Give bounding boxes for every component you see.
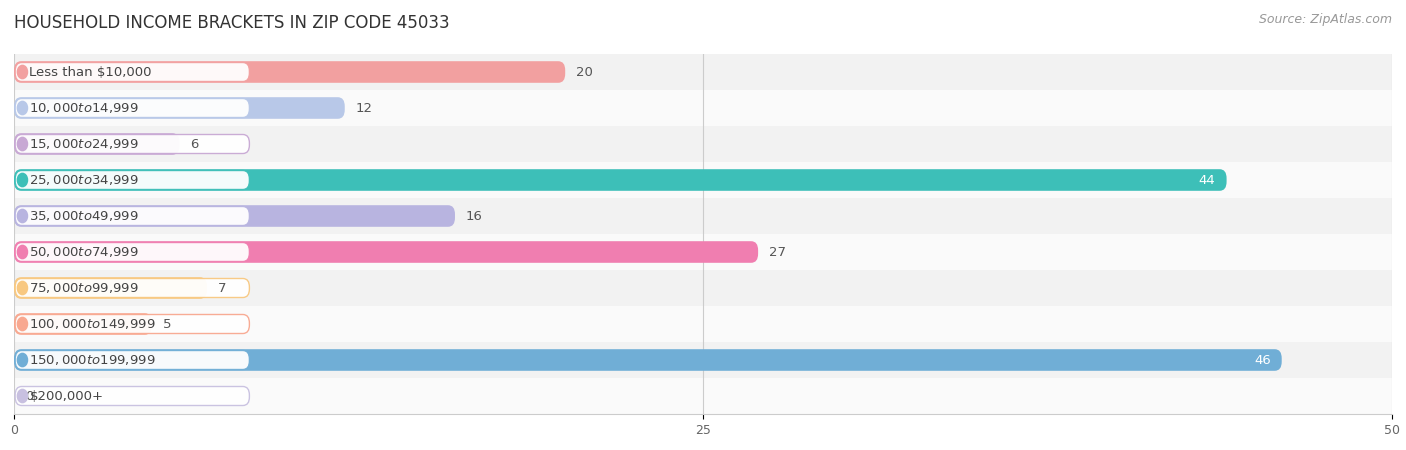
Text: 0: 0 [25,390,34,402]
FancyBboxPatch shape [14,97,344,119]
FancyBboxPatch shape [15,315,249,333]
Text: $200,000+: $200,000+ [30,390,104,402]
FancyBboxPatch shape [15,63,249,81]
Circle shape [17,173,28,187]
Text: 20: 20 [576,66,593,78]
Text: $25,000 to $34,999: $25,000 to $34,999 [30,173,139,187]
Text: HOUSEHOLD INCOME BRACKETS IN ZIP CODE 45033: HOUSEHOLD INCOME BRACKETS IN ZIP CODE 45… [14,14,450,32]
Bar [14,162,1392,198]
Bar [14,234,1392,270]
Text: 7: 7 [218,282,226,294]
Bar [14,378,1392,414]
FancyBboxPatch shape [14,169,1226,191]
FancyBboxPatch shape [14,313,152,335]
Circle shape [17,245,28,259]
Text: Less than $10,000: Less than $10,000 [30,66,152,78]
FancyBboxPatch shape [14,241,758,263]
FancyBboxPatch shape [14,205,456,227]
Text: $35,000 to $49,999: $35,000 to $49,999 [30,209,139,223]
FancyBboxPatch shape [14,61,565,83]
Bar [14,126,1392,162]
Bar [14,198,1392,234]
Text: $150,000 to $199,999: $150,000 to $199,999 [30,353,156,367]
Text: 27: 27 [769,246,786,258]
FancyBboxPatch shape [14,133,180,155]
FancyBboxPatch shape [15,99,249,117]
Bar [14,54,1392,90]
Circle shape [17,389,28,403]
Text: $100,000 to $149,999: $100,000 to $149,999 [30,317,156,331]
Text: $75,000 to $99,999: $75,000 to $99,999 [30,281,139,295]
FancyBboxPatch shape [15,279,249,297]
FancyBboxPatch shape [15,171,249,189]
FancyBboxPatch shape [15,387,249,405]
Circle shape [17,137,28,151]
Bar [14,342,1392,378]
FancyBboxPatch shape [15,135,249,153]
Text: Source: ZipAtlas.com: Source: ZipAtlas.com [1258,14,1392,27]
Text: 46: 46 [1254,354,1271,366]
Bar [14,270,1392,306]
FancyBboxPatch shape [15,207,249,225]
Bar [14,306,1392,342]
Circle shape [17,101,28,115]
Text: 12: 12 [356,102,373,114]
Circle shape [17,281,28,295]
Circle shape [17,317,28,331]
Text: 44: 44 [1199,174,1216,186]
FancyBboxPatch shape [15,243,249,261]
Text: 16: 16 [465,210,482,222]
Circle shape [17,65,28,79]
Text: 5: 5 [163,318,172,330]
Text: $50,000 to $74,999: $50,000 to $74,999 [30,245,139,259]
FancyBboxPatch shape [14,277,207,299]
FancyBboxPatch shape [15,351,249,369]
Bar [14,90,1392,126]
Text: 6: 6 [190,138,198,150]
Circle shape [17,353,28,367]
FancyBboxPatch shape [14,349,1282,371]
Text: $15,000 to $24,999: $15,000 to $24,999 [30,137,139,151]
Circle shape [17,209,28,223]
Text: $10,000 to $14,999: $10,000 to $14,999 [30,101,139,115]
